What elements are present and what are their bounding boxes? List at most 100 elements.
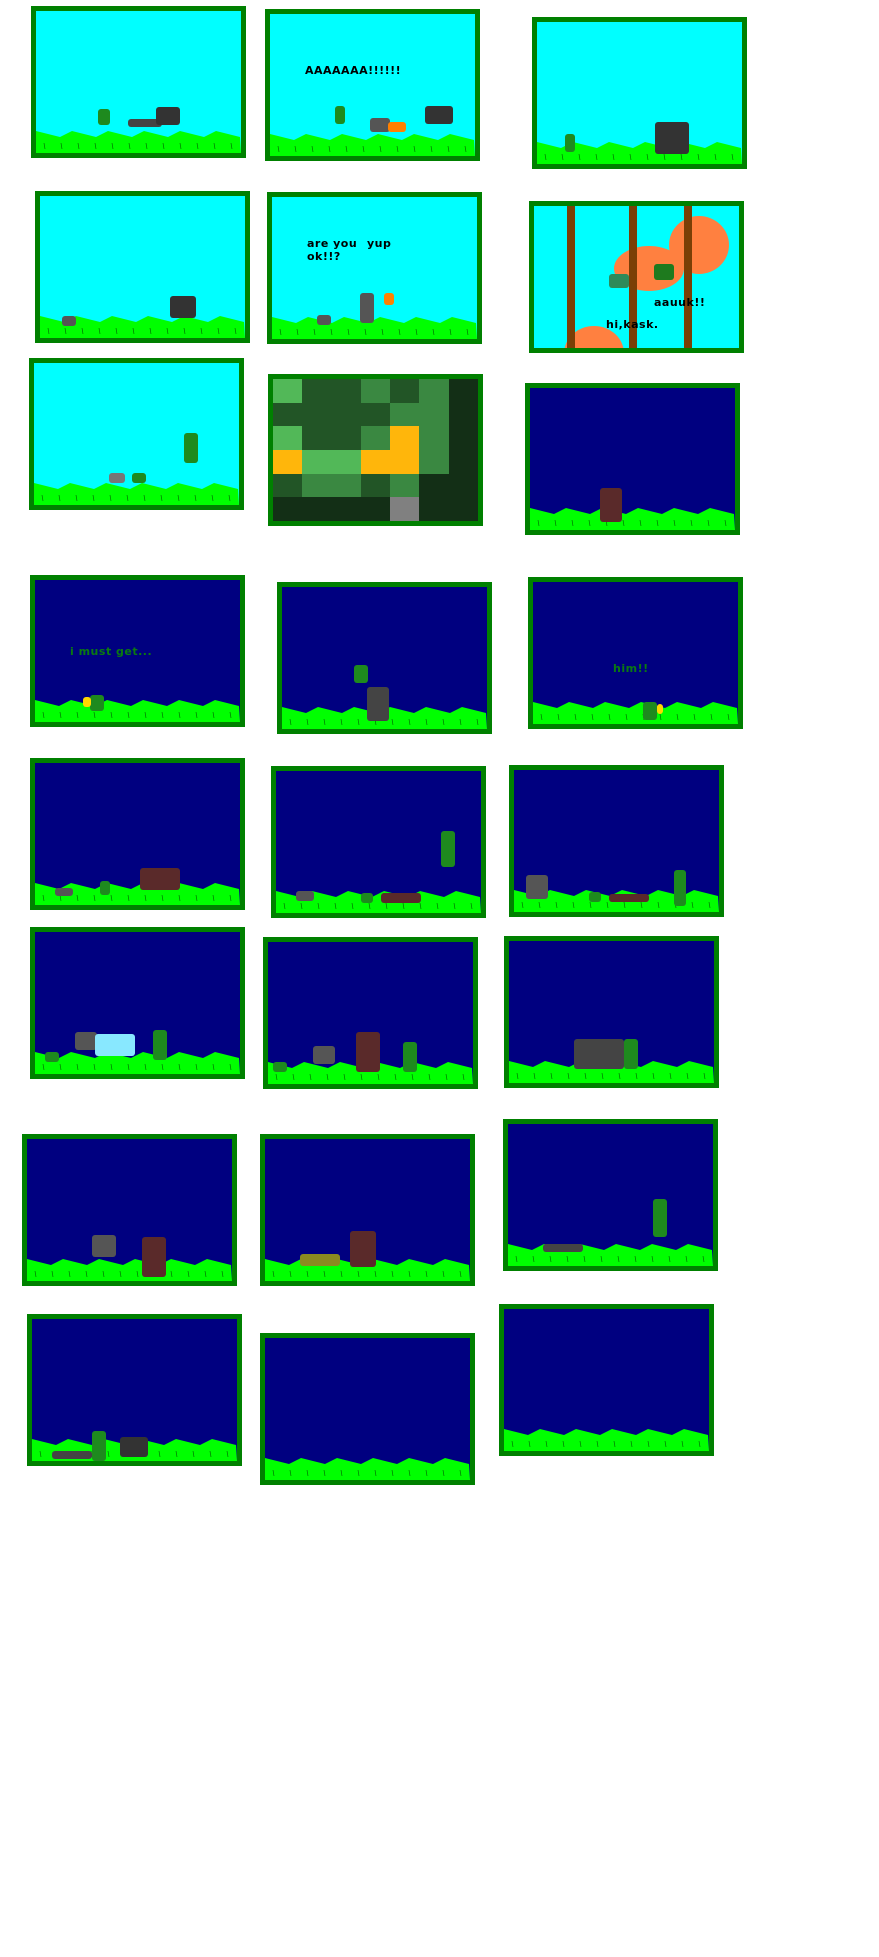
speech-text: him!! <box>613 662 649 675</box>
mosaic-cell <box>331 402 361 427</box>
comic-panel-3 <box>532 17 747 169</box>
mosaic-cell <box>273 379 303 403</box>
character-sprite <box>574 1039 624 1069</box>
comic-panel-16 <box>30 927 245 1079</box>
mosaic-cell <box>331 473 361 498</box>
mosaic-cell <box>419 402 449 427</box>
comic-panel-20 <box>260 1134 475 1286</box>
character-sprite <box>609 894 649 902</box>
grass-ground <box>530 508 735 530</box>
mosaic-cell <box>360 402 391 427</box>
grass-ground <box>276 891 481 913</box>
speech-text: aauuk!! <box>654 296 706 309</box>
tree-canopy <box>564 326 624 348</box>
comic-panel-23 <box>260 1333 475 1485</box>
mosaic-cell <box>448 473 478 498</box>
grass-ground <box>508 1244 713 1266</box>
comic-panel-2: AAAAAAA!!!!!! <box>265 9 480 161</box>
character-sprite <box>350 1231 376 1267</box>
mosaic-cell <box>331 497 361 521</box>
character-sprite <box>654 264 674 280</box>
mosaic-cell <box>302 426 332 450</box>
mosaic-cell <box>390 379 420 403</box>
comic-panel-21 <box>503 1119 718 1271</box>
character-sprite <box>653 1199 667 1237</box>
character-sprite <box>273 1062 287 1072</box>
grass-ground <box>36 131 241 153</box>
character-sprite <box>643 702 657 720</box>
character-sprite <box>354 665 368 683</box>
character-sprite <box>543 1244 583 1252</box>
mosaic-cell <box>273 497 303 521</box>
character-sprite <box>335 106 345 124</box>
character-sprite <box>142 1237 166 1277</box>
mosaic-cell <box>448 379 478 403</box>
character-sprite <box>45 1052 59 1062</box>
character-sprite <box>381 893 421 903</box>
grass-ground <box>533 702 738 724</box>
mosaic-cell <box>302 379 332 403</box>
grass-ground <box>35 883 240 905</box>
character-sprite <box>356 1032 380 1072</box>
mosaic-cell <box>419 449 449 474</box>
grass-ground <box>509 1061 714 1083</box>
mosaic-cell <box>331 426 361 450</box>
mosaic-cell <box>360 473 391 498</box>
speech-text: are you ok!!? <box>307 237 358 263</box>
character-sprite <box>52 1451 92 1459</box>
speech-text: yup <box>367 237 392 250</box>
character-sprite <box>156 107 180 125</box>
comic-panel-11 <box>277 582 492 734</box>
mosaic-cell <box>273 426 303 450</box>
character-sprite <box>600 488 622 522</box>
comic-panel-9 <box>525 383 740 535</box>
tree-canopy <box>669 216 729 274</box>
character-sprite <box>95 1034 135 1056</box>
comic-panel-7 <box>29 358 244 510</box>
character-sprite <box>153 1030 167 1060</box>
character-sprite <box>132 473 146 483</box>
character-sprite <box>100 881 110 895</box>
comic-panel-18 <box>504 936 719 1088</box>
mosaic-cell <box>360 379 391 403</box>
mosaic-cell <box>390 449 420 474</box>
character-sprite <box>92 1431 106 1461</box>
grass-ground <box>34 483 239 505</box>
comic-panel-1 <box>31 6 246 158</box>
character-sprite <box>657 704 663 714</box>
character-sprite <box>92 1235 116 1257</box>
mosaic-cell <box>360 497 391 521</box>
character-sprite <box>90 695 104 711</box>
speech-text: AAAAAAA!!!!!! <box>305 64 402 77</box>
character-sprite <box>109 473 125 483</box>
grass-ground <box>270 134 475 156</box>
mosaic-cell <box>448 426 478 450</box>
comic-panel-13 <box>30 758 245 910</box>
mosaic-cell <box>390 426 420 450</box>
character-sprite <box>317 315 331 325</box>
character-sprite <box>674 870 686 906</box>
speech-text: i must get... <box>70 645 153 658</box>
mosaic-cell <box>390 402 420 427</box>
mosaic-cell <box>302 497 332 521</box>
comic-panel-12: him!! <box>528 577 743 729</box>
mosaic-cell <box>360 449 391 474</box>
character-sprite <box>300 1254 340 1266</box>
mosaic-cell <box>448 497 478 521</box>
character-sprite <box>296 891 314 901</box>
character-sprite <box>624 1039 638 1069</box>
character-sprite <box>140 868 180 890</box>
comic-panel-10: i must get... <box>30 575 245 727</box>
comic-panel-4 <box>35 191 250 343</box>
character-sprite <box>425 106 453 124</box>
character-sprite <box>403 1042 417 1072</box>
mosaic-cell <box>302 473 332 498</box>
comic-panel-24 <box>499 1304 714 1456</box>
mosaic-cell <box>448 449 478 474</box>
character-sprite <box>526 875 548 899</box>
character-sprite <box>441 831 455 867</box>
grass-ground <box>537 142 742 164</box>
character-sprite <box>370 118 390 132</box>
character-sprite <box>589 892 601 902</box>
character-sprite <box>55 888 73 896</box>
